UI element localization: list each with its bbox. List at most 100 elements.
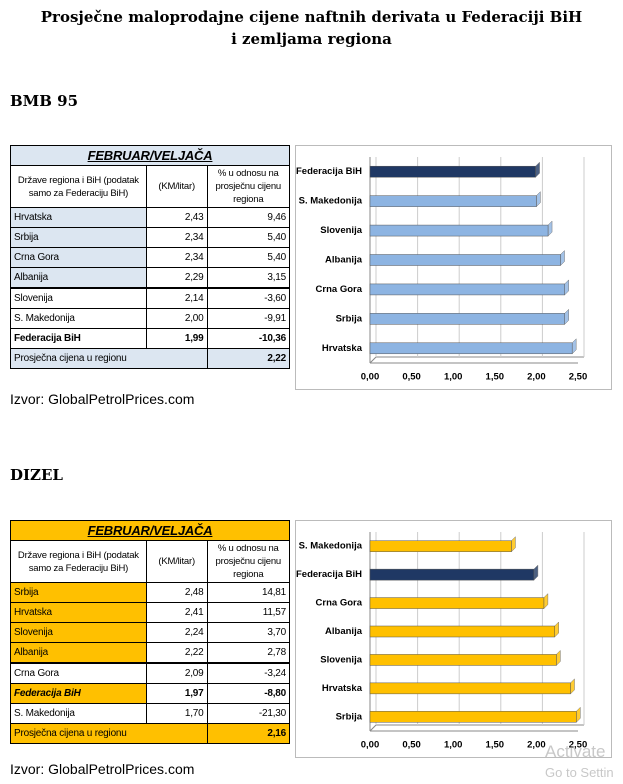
x-tick-label: 2,00 (527, 372, 546, 383)
bar (369, 597, 545, 609)
table-cell: Slovenija (10, 287, 147, 309)
x-tick-label: 1,00 (444, 372, 463, 383)
table-header-row: Države regiona i BiH (podatak samo za Fe… (10, 165, 291, 208)
bar (369, 224, 549, 237)
column-header: (KM/litar) (145, 540, 208, 583)
category-label: Slovenija (320, 654, 362, 665)
table-cell: 2,41 (145, 602, 208, 623)
column-header: Države regiona i BiH (podatak samo za Fe… (10, 165, 147, 208)
bar (369, 682, 571, 695)
page-title: Prosječne maloprodajne cijene naftnih de… (40, 8, 583, 48)
category-label: Albanija (325, 255, 363, 266)
summary-value: 2,22 (206, 348, 291, 369)
table-row: Hrvatska 2,43 9,46 (10, 207, 291, 228)
x-tick-label: 2,50 (569, 372, 588, 383)
table-cell: Srbija (10, 227, 147, 248)
category-label: Srbija (336, 711, 363, 722)
table-cell: Albanija (10, 267, 147, 289)
table-row: Slovenija 2,24 3,70 (10, 622, 291, 643)
bar (369, 165, 536, 178)
x-tick-label: 0,00 (361, 740, 380, 751)
x-tick-label: 0,50 (402, 372, 421, 383)
source-note: Izvor: GlobalPetrolPrices.com (10, 391, 195, 407)
period-header: FEBRUAR/VELJAČA (10, 520, 290, 541)
table-cell: 3,70 (206, 622, 291, 643)
x-tick-label: 1,50 (486, 372, 505, 383)
table-cell: Albanija (10, 642, 147, 664)
bar (369, 568, 535, 581)
table-cell: 2,22 (145, 642, 208, 664)
table-cell: Crna Gora (10, 662, 147, 684)
table-cell: 5,40 (206, 247, 291, 268)
bar (369, 195, 537, 207)
category-label: Albanija (325, 626, 363, 637)
bar (369, 540, 512, 552)
table-cell: 1,99 (145, 328, 208, 349)
table-cell: 9,46 (206, 207, 291, 228)
table-cell: S. Makedonija (10, 703, 147, 724)
x-tick-label: 2,50 (569, 740, 588, 751)
table-cell: Slovenija (10, 622, 147, 643)
category-label: Crna Gora (316, 284, 363, 295)
category-label: Crna Gora (316, 598, 363, 609)
bar (369, 283, 565, 296)
table-cell: 2,43 (145, 207, 208, 228)
watermark: Go to Settin (545, 765, 614, 780)
table-header-row: Države regiona i BiH (podatak samo za Fe… (10, 540, 291, 583)
bar (369, 313, 565, 325)
table-cell: 14,81 (206, 582, 291, 603)
table-cell: Hrvatska (10, 207, 147, 228)
summary-label: Prosječna cijena u regionu (10, 723, 208, 744)
table-cell: Srbija (10, 582, 147, 603)
summary-row: Prosječna cijena u regionu 2,22 (10, 348, 291, 369)
table-cell: 2,34 (145, 227, 208, 248)
category-label: Hrvatska (322, 683, 363, 694)
table-cell: -9,91 (206, 308, 291, 329)
table-cell: 2,29 (145, 267, 208, 289)
column-header: % u odnosu na prosječnu cijenu regiona (206, 165, 291, 208)
bar-chart: 0,00 0,50 1,00 1,50 2,00 2,50 Federacija BiH S.… (295, 145, 612, 390)
summary-row: Prosječna cijena u regionu 2,16 (10, 723, 291, 744)
category-label: Federacija BiH (296, 166, 362, 177)
category-label: S. Makedonija (299, 196, 363, 207)
table-row: Hrvatska 2,41 11,57 (10, 602, 291, 623)
table-row: S. Makedonija 1,70 -21,30 (10, 703, 291, 724)
table-cell: 2,48 (145, 582, 208, 603)
table-cell: 2,00 (145, 308, 208, 329)
table-cell: S. Makedonija (10, 308, 147, 329)
category-label: Slovenija (320, 225, 362, 236)
bar (369, 625, 555, 638)
x-tick-label: 0,50 (402, 740, 421, 751)
table-row: Srbija 2,34 5,40 (10, 227, 291, 248)
table-row: FEBRUAR/VELJAČA (10, 520, 290, 541)
table-cell: 2,24 (145, 622, 208, 643)
bar (369, 711, 577, 723)
section-heading: DIZEL (10, 466, 63, 484)
table-cell: 2,09 (145, 662, 208, 684)
bar-chart: 0,00 0,50 1,00 1,50 2,00 2,50 S. Makedonija Fed… (295, 520, 612, 758)
table-cell: -3,24 (206, 662, 291, 684)
column-header: % u odnosu na prosječnu cijenu regiona (206, 540, 291, 583)
category-label: Srbija (336, 313, 363, 324)
table-cell: -10,36 (206, 328, 291, 349)
table-cell: 2,14 (145, 287, 208, 309)
x-tick-label: 2,00 (527, 740, 546, 751)
column-header: (KM/litar) (145, 165, 208, 208)
table-cell: 3,15 (206, 267, 291, 289)
table-row: Federacija BiH 1,99 -10,36 (10, 328, 291, 349)
category-label: S. Makedonija (299, 541, 363, 552)
price-table: FEBRUAR/VELJAČA Države regiona i BiH (pod… (10, 520, 291, 744)
category-label: Hrvatska (322, 343, 363, 354)
price-table: FEBRUAR/VELJAČA Države regiona i BiH (pod… (10, 145, 291, 369)
table-cell: 2,78 (206, 642, 291, 664)
table-cell: -21,30 (206, 703, 291, 724)
table-cell: Crna Gora (10, 247, 147, 268)
watermark: Activate (545, 742, 606, 761)
table-cell: 2,34 (145, 247, 208, 268)
x-tick-label: 1,50 (486, 740, 505, 751)
period-header: FEBRUAR/VELJAČA (10, 145, 290, 166)
table-cell: Federacija BiH (10, 328, 147, 349)
column-header: Države regiona i BiH (podatak samo za Fe… (10, 540, 147, 583)
table-cell: 11,57 (206, 602, 291, 623)
